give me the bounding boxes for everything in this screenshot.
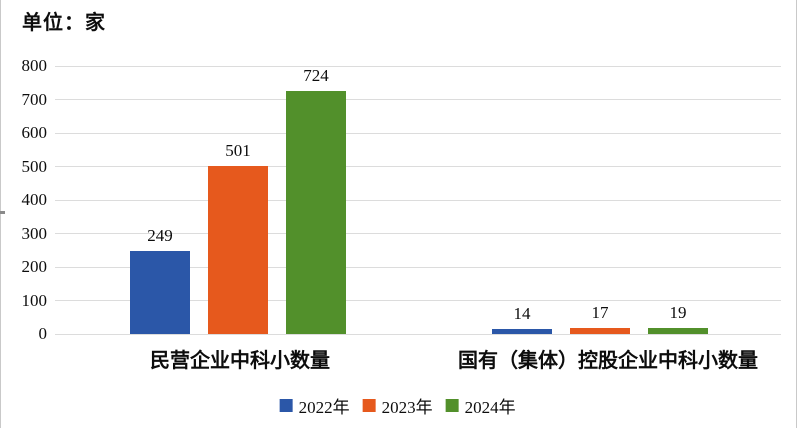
category-label: 国有（集体）控股企业中科小数量 xyxy=(458,350,758,372)
y-axis-tick-label: 800 xyxy=(21,56,48,75)
legend-swatch-icon xyxy=(279,399,293,412)
legend-item-2022年: 2022年 xyxy=(279,393,350,418)
legend: 2022年 2023年 2024年 xyxy=(279,393,516,418)
left-edge-tick xyxy=(0,211,5,214)
bar-2023年-group1 xyxy=(208,166,268,334)
y-axis-tick-label: 100 xyxy=(21,290,48,310)
legend-label: 2024年 xyxy=(464,398,516,417)
legend-item-2024年: 2024年 xyxy=(445,393,516,418)
bar-2022年-group2 xyxy=(492,329,552,334)
y-axis-tick-label: 300 xyxy=(21,223,48,243)
legend-item-2023年: 2023年 xyxy=(362,393,433,418)
bar-2022年-group1 xyxy=(130,250,190,334)
gridline-300 xyxy=(55,233,781,234)
left-border-line xyxy=(0,0,1,428)
legend-swatch-icon xyxy=(362,399,376,412)
y-axis-tick-label: 400 xyxy=(21,190,48,209)
y-axis-tick-label: 0 xyxy=(38,324,48,343)
data-label: 249 xyxy=(147,225,173,245)
legend-label: 2022年 xyxy=(298,398,350,417)
gridline-700 xyxy=(55,99,781,100)
data-label: 14 xyxy=(513,304,531,324)
data-label: 19 xyxy=(669,302,687,322)
legend-swatch-icon xyxy=(445,399,459,412)
gridline-800 xyxy=(55,65,781,67)
gridline-500 xyxy=(55,166,781,167)
y-axis-tick-label: 700 xyxy=(21,89,48,109)
right-border-line xyxy=(796,0,797,428)
legend-label: 2023年 xyxy=(381,398,433,417)
gridline-0 xyxy=(55,333,781,335)
data-label: 501 xyxy=(225,141,251,161)
bar-2024年-group2 xyxy=(648,327,708,334)
gridline-600 xyxy=(55,132,781,134)
y-axis-tick-label: 200 xyxy=(21,257,48,276)
gridline-400 xyxy=(55,199,781,201)
bar-2024年-group1 xyxy=(286,91,346,334)
bar-2023年-group2 xyxy=(570,328,630,334)
gridline-100 xyxy=(55,300,781,301)
y-axis-tick-label: 500 xyxy=(21,156,48,176)
data-label: 17 xyxy=(591,303,609,323)
y-axis-tick-label: 600 xyxy=(21,123,48,142)
category-label: 民营企业中科小数量 xyxy=(150,350,330,372)
gridline-200 xyxy=(55,266,781,268)
data-label: 724 xyxy=(303,66,329,86)
unit-label: 单位：家 xyxy=(22,12,106,34)
